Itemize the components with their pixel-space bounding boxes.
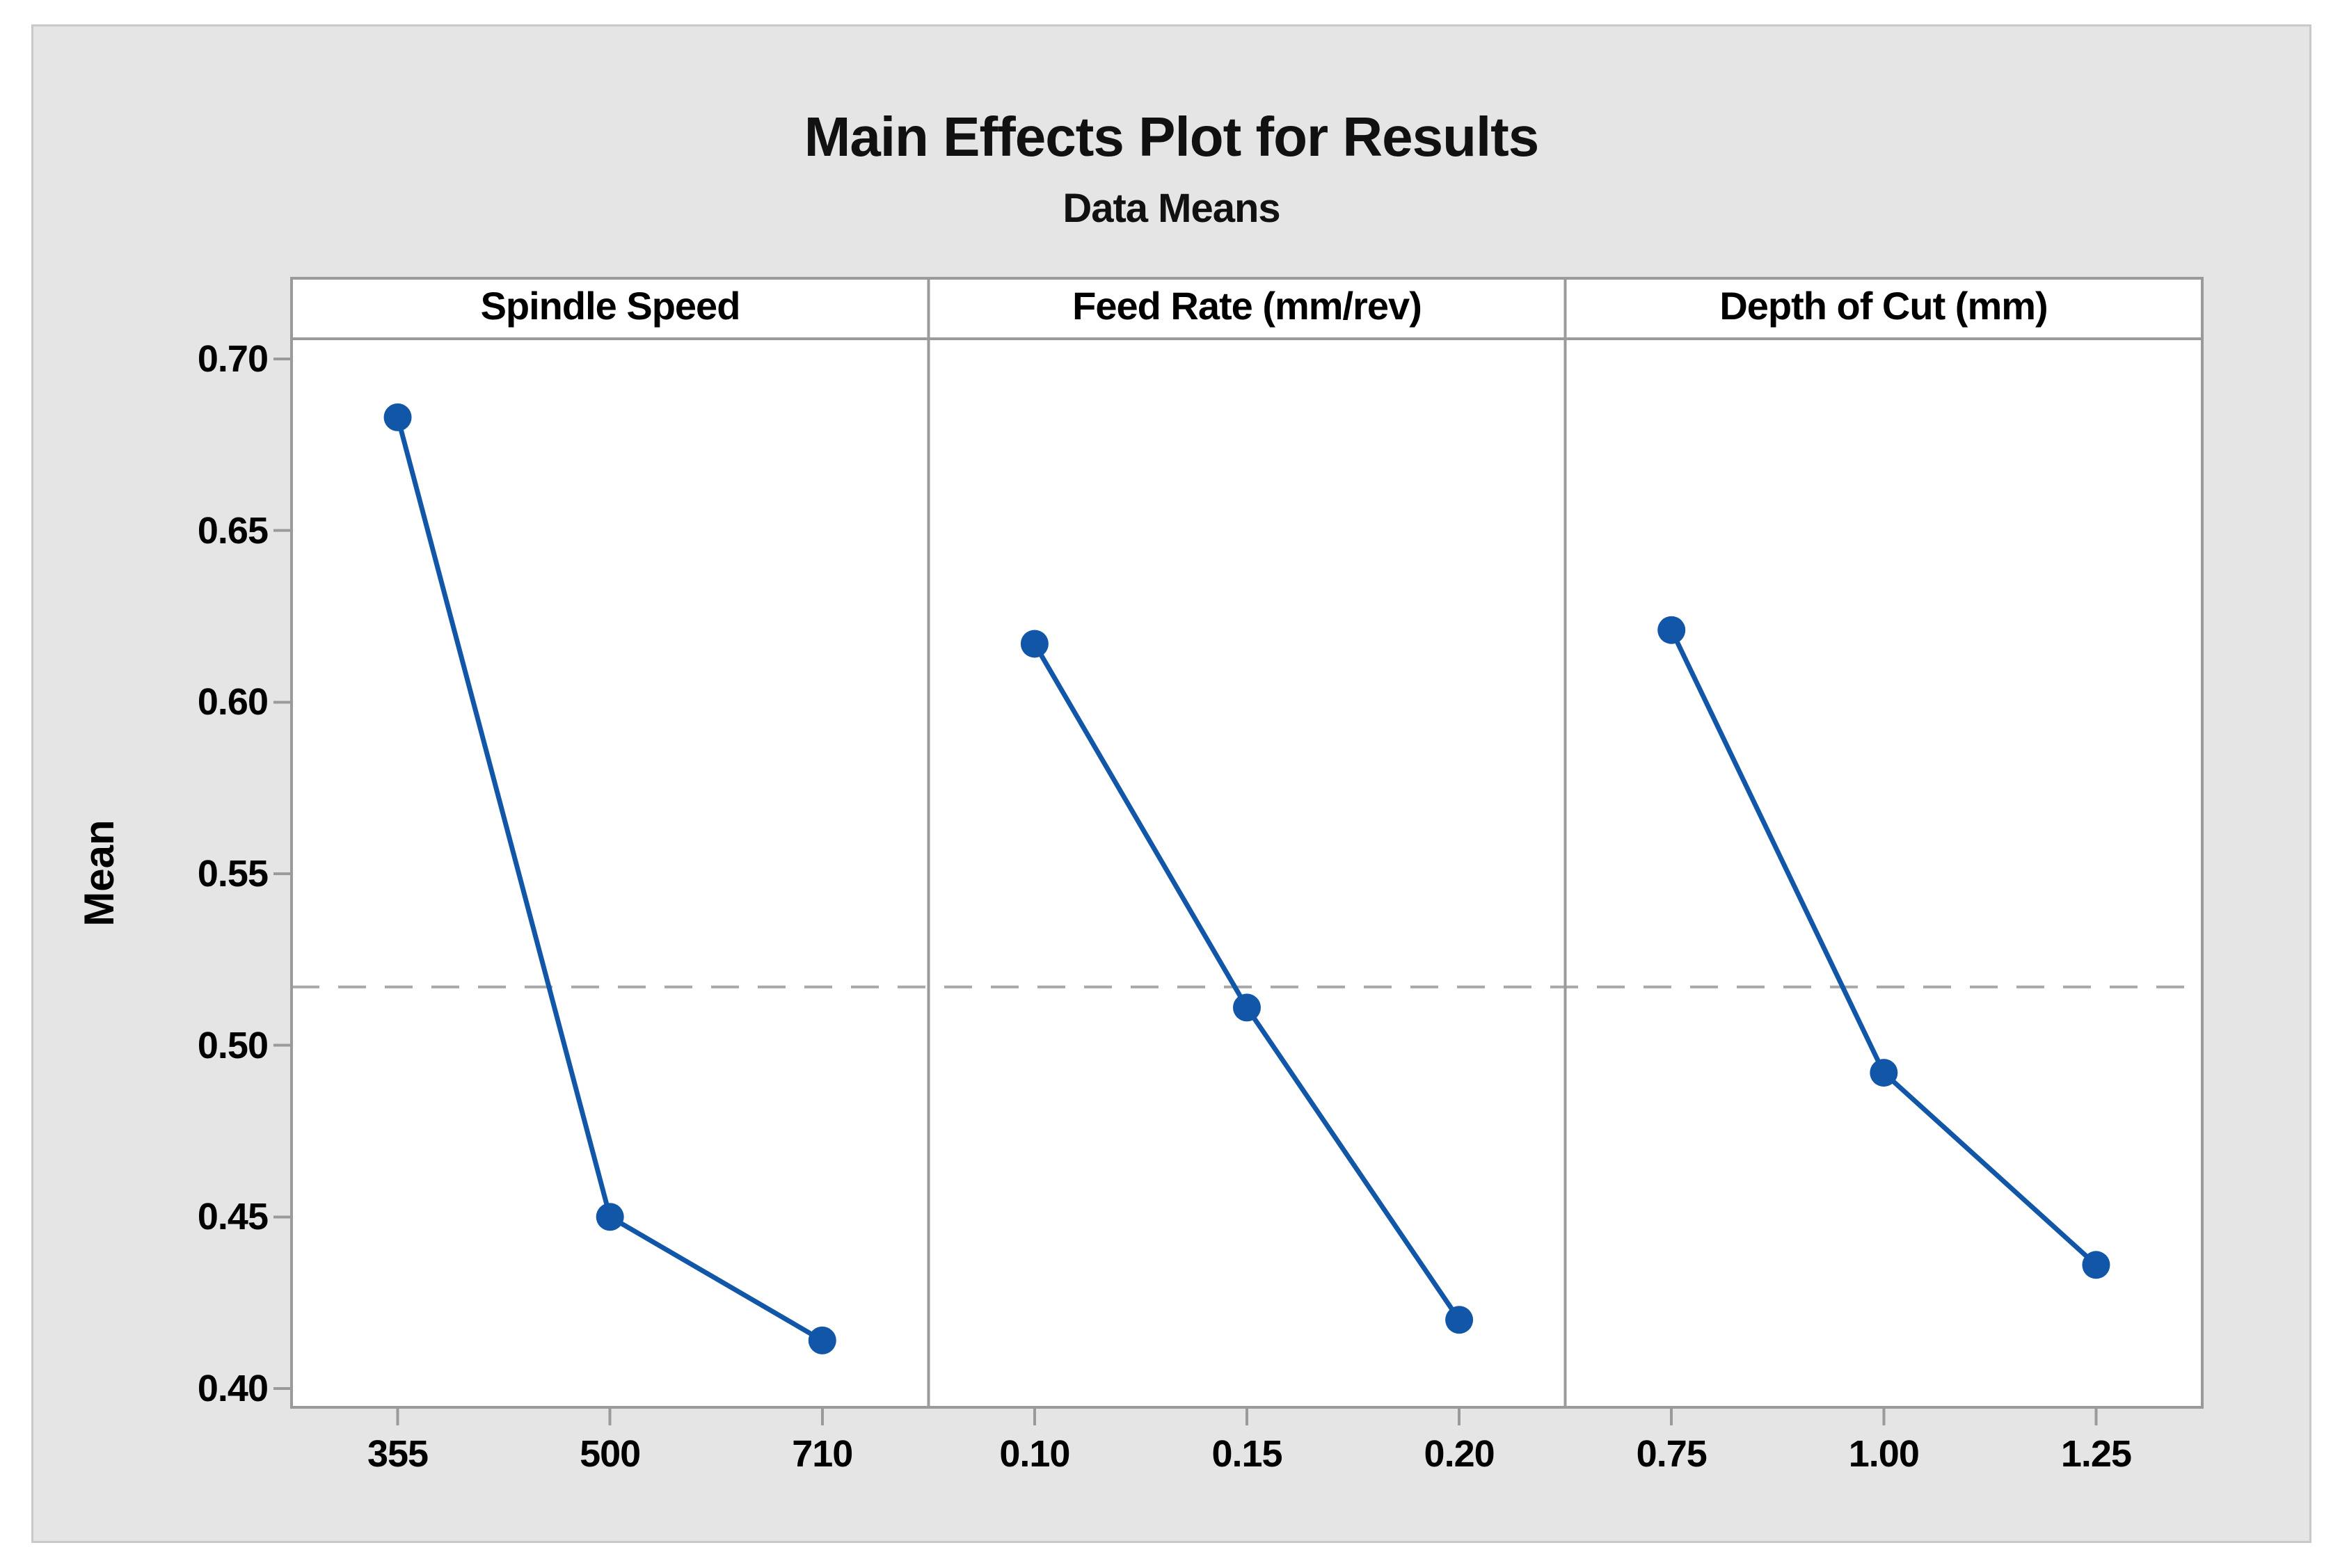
data-point-marker — [1020, 630, 1049, 658]
main-effects-plot-figure: Main Effects Plot for Results Data Means… — [33, 26, 2309, 1541]
y-tick-label: 0.50 — [197, 1024, 269, 1066]
x-tick-label: 1.25 — [2060, 1433, 2132, 1475]
data-point-marker — [808, 1326, 836, 1354]
y-tick-label: 0.65 — [197, 509, 269, 552]
plot-canvas — [273, 277, 2204, 1425]
data-point-marker — [596, 1203, 624, 1231]
y-tick-label: 0.60 — [197, 681, 269, 723]
chart-title: Main Effects Plot for Results — [804, 106, 1540, 168]
x-tick-label: 0.10 — [999, 1433, 1070, 1475]
x-tick-label: 355 — [367, 1433, 429, 1475]
panel-header-depth-of-cut: Depth of Cut (mm) — [1719, 284, 2048, 328]
header-strip — [292, 278, 2202, 339]
x-tick-label: 0.15 — [1211, 1433, 1282, 1475]
x-tick-label: 0.75 — [1636, 1433, 1708, 1475]
chart-subtitle: Data Means — [1062, 186, 1280, 231]
data-point-marker — [1233, 993, 1261, 1022]
data-point-marker — [1445, 1306, 1474, 1334]
y-tick-label: 0.70 — [197, 338, 269, 380]
panel-header-spindle-speed: Spindle Speed — [480, 284, 741, 328]
x-tick-label: 0.20 — [1424, 1433, 1495, 1475]
plot-area — [292, 339, 2202, 1407]
panel-header-feed-rate: Feed Rate (mm/rev) — [1072, 284, 1422, 328]
x-tick-label: 1.00 — [1848, 1433, 1920, 1475]
y-tick-label: 0.55 — [197, 852, 269, 895]
data-point-marker — [2082, 1251, 2110, 1279]
data-point-marker — [383, 403, 412, 431]
y-tick-label: 0.40 — [197, 1367, 269, 1409]
data-point-marker — [1657, 616, 1686, 644]
x-tick-label: 710 — [792, 1433, 853, 1475]
data-point-marker — [1870, 1059, 1898, 1087]
y-tick-label: 0.45 — [197, 1196, 269, 1238]
x-tick-label: 500 — [580, 1433, 641, 1475]
